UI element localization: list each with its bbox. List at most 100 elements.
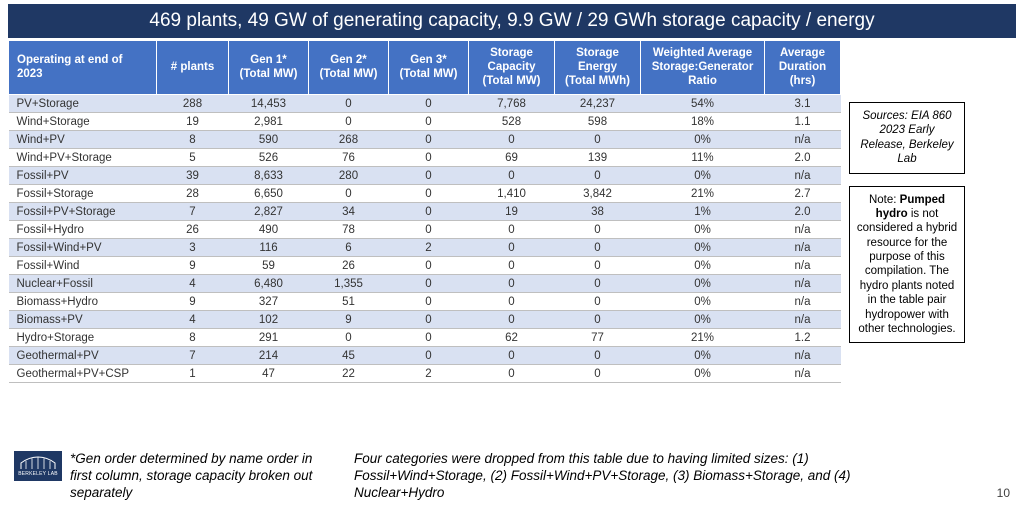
cell: 2.7 (765, 185, 841, 203)
cell: 0 (469, 365, 555, 383)
cell: 38 (555, 203, 641, 221)
cell: 0 (309, 185, 389, 203)
cell: 24,237 (555, 95, 641, 113)
cell: 9 (157, 293, 229, 311)
cell: 528 (469, 113, 555, 131)
cell: 26 (157, 221, 229, 239)
cell: 0% (641, 131, 765, 149)
cell: 0 (555, 311, 641, 329)
cell: 526 (229, 149, 309, 167)
row-label: Fossil+Storage (9, 185, 157, 203)
row-label: Geothermal+PV (9, 347, 157, 365)
note-box: Note: Pumped hydro is not considered a h… (849, 186, 965, 344)
cell: 0 (389, 221, 469, 239)
page-number: 10 (997, 486, 1010, 500)
row-label: PV+Storage (9, 95, 157, 113)
col-header-7: Weighted AverageStorage:GeneratorRatio (641, 41, 765, 95)
cell: 0 (389, 167, 469, 185)
cell: 18% (641, 113, 765, 131)
cell: 19 (469, 203, 555, 221)
table-row: Wind+PV85902680000%n/a (9, 131, 841, 149)
table-row: Geothermal+PV7214450000%n/a (9, 347, 841, 365)
cell: 0% (641, 221, 765, 239)
cell: 0 (469, 293, 555, 311)
cell: 1% (641, 203, 765, 221)
cell: 0 (555, 239, 641, 257)
cell: 0 (555, 293, 641, 311)
cell: 6,650 (229, 185, 309, 203)
cell: 62 (469, 329, 555, 347)
cell: 2,827 (229, 203, 309, 221)
cell: 0 (555, 167, 641, 185)
cell: 102 (229, 311, 309, 329)
cell: 0 (389, 275, 469, 293)
row-label: Biomass+PV (9, 311, 157, 329)
cell: 0 (469, 239, 555, 257)
row-label: Fossil+Wind+PV (9, 239, 157, 257)
cell: 0 (389, 311, 469, 329)
footer: BERKELEY LAB *Gen order determined by na… (0, 451, 1024, 502)
cell: 0 (389, 113, 469, 131)
cell: 0% (641, 311, 765, 329)
cell: 490 (229, 221, 309, 239)
main-row: Operating at end of 2023# plantsGen 1*(T… (0, 40, 1024, 383)
cell: n/a (765, 293, 841, 311)
cell: 0 (555, 131, 641, 149)
cell: 2.0 (765, 149, 841, 167)
cell: n/a (765, 365, 841, 383)
cell: n/a (765, 347, 841, 365)
cell: 0 (469, 311, 555, 329)
cell: 5 (157, 149, 229, 167)
bridge-icon (20, 456, 56, 470)
row-label: Fossil+PV (9, 167, 157, 185)
table-row: Nuclear+Fossil46,4801,3550000%n/a (9, 275, 841, 293)
cell: 0 (469, 257, 555, 275)
col-header-4: Gen 3*(Total MW) (389, 41, 469, 95)
row-label: Biomass+Hydro (9, 293, 157, 311)
cell: 59 (229, 257, 309, 275)
side-boxes: Sources: EIA 860 2023 Early Release, Ber… (849, 102, 965, 343)
cell: 45 (309, 347, 389, 365)
cell: 0% (641, 239, 765, 257)
cell: 590 (229, 131, 309, 149)
table-row: Fossil+Wind+PV311662000%n/a (9, 239, 841, 257)
table-body: PV+Storage28814,453007,76824,23754%3.1Wi… (9, 95, 841, 383)
cell: 11% (641, 149, 765, 167)
cell: 21% (641, 185, 765, 203)
col-header-8: AverageDuration(hrs) (765, 41, 841, 95)
cell: 288 (157, 95, 229, 113)
cell: 47 (229, 365, 309, 383)
table-row: Wind+PV+Storage55267606913911%2.0 (9, 149, 841, 167)
hybrid-plants-table: Operating at end of 2023# plantsGen 1*(T… (8, 40, 841, 383)
row-label: Fossil+PV+Storage (9, 203, 157, 221)
cell: 1 (157, 365, 229, 383)
cell: 327 (229, 293, 309, 311)
table-container: Operating at end of 2023# plantsGen 1*(T… (8, 40, 841, 383)
cell: 2 (389, 239, 469, 257)
cell: 34 (309, 203, 389, 221)
col-header-6: StorageEnergy(Total MWh) (555, 41, 641, 95)
cell: 0 (469, 275, 555, 293)
cell: 78 (309, 221, 389, 239)
cell: 139 (555, 149, 641, 167)
table-row: Biomass+PV410290000%n/a (9, 311, 841, 329)
cell: 0 (555, 221, 641, 239)
title-bar: 469 plants, 49 GW of generating capacity… (8, 4, 1016, 38)
cell: 14,453 (229, 95, 309, 113)
cell: 0 (309, 113, 389, 131)
cell: 291 (229, 329, 309, 347)
cell: 116 (229, 239, 309, 257)
cell: 0 (389, 347, 469, 365)
cell: 1,410 (469, 185, 555, 203)
cell: 76 (309, 149, 389, 167)
sources-box: Sources: EIA 860 2023 Early Release, Ber… (849, 102, 965, 174)
cell: 2,981 (229, 113, 309, 131)
cell: 26 (309, 257, 389, 275)
cell: 21% (641, 329, 765, 347)
col-header-2: Gen 1*(Total MW) (229, 41, 309, 95)
cell: 0 (555, 275, 641, 293)
cell: 9 (157, 257, 229, 275)
row-label: Hydro+Storage (9, 329, 157, 347)
table-row: Biomass+Hydro9327510000%n/a (9, 293, 841, 311)
col-header-0: Operating at end of 2023 (9, 41, 157, 95)
